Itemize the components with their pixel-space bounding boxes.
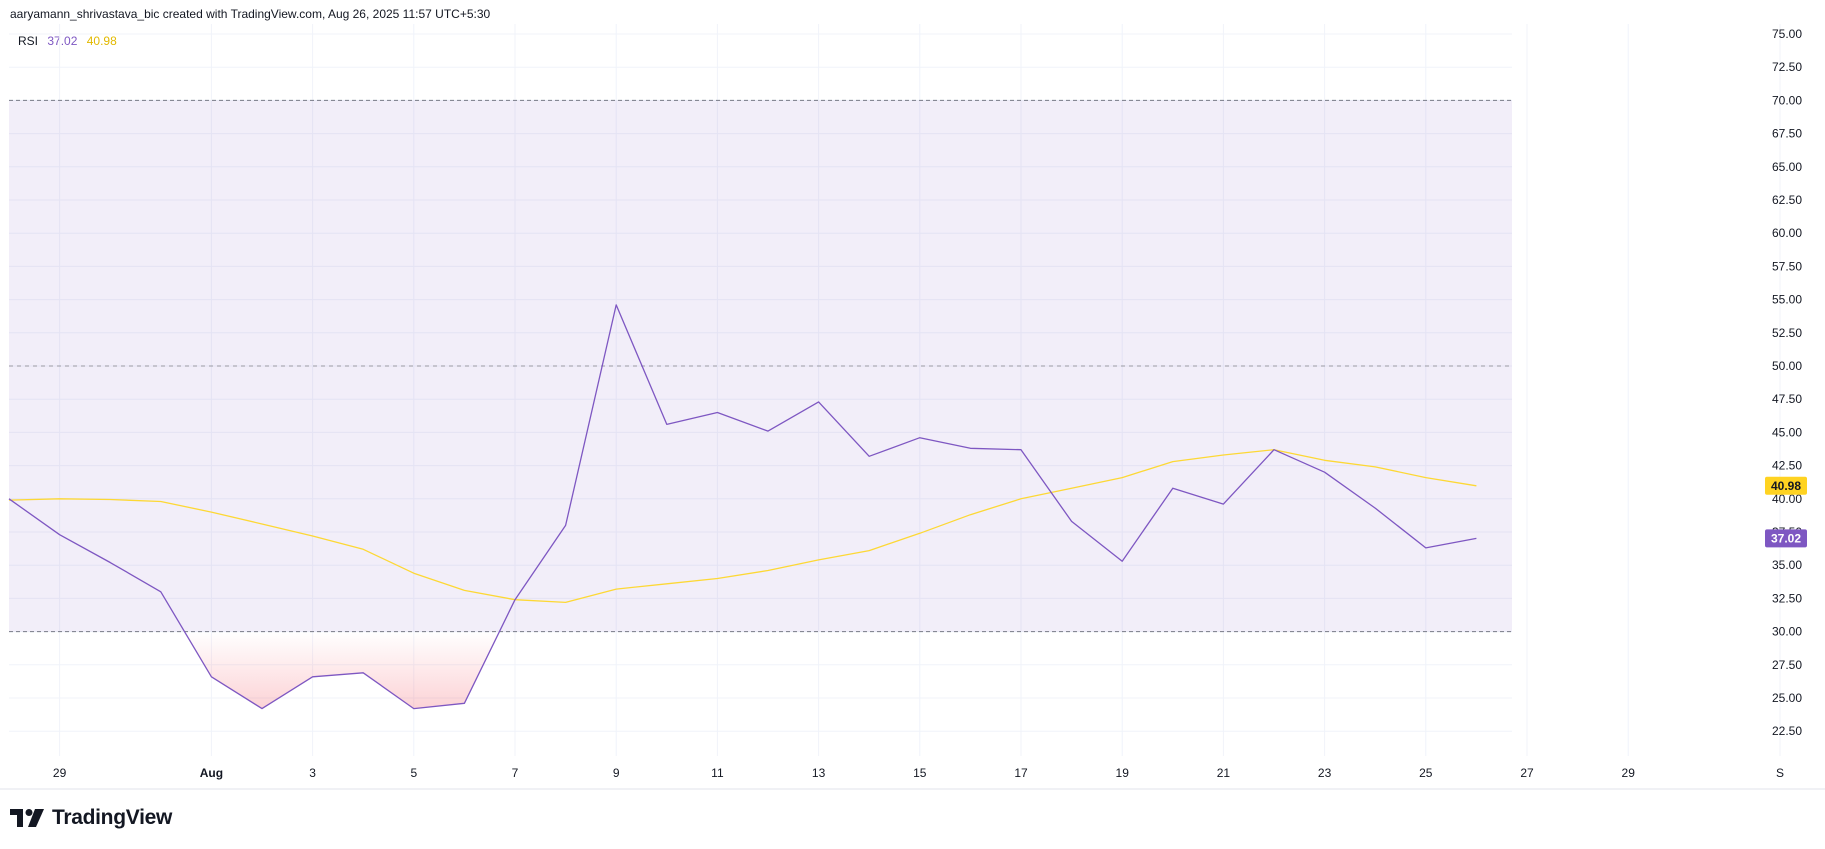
y-tick-label: 35.00 xyxy=(1772,558,1802,572)
x-tick-label: 21 xyxy=(1217,766,1231,780)
chart-attribution: aaryamann_shrivastava_bic created with T… xyxy=(10,7,491,21)
ma-price-badge: 40.98 xyxy=(1765,476,1807,495)
y-tick-label: 30.00 xyxy=(1772,625,1802,639)
x-tick-label: 19 xyxy=(1116,766,1130,780)
y-tick-label: 45.00 xyxy=(1772,425,1802,439)
tradingview-logo[interactable]: TradingView xyxy=(10,806,172,830)
rsi-line xyxy=(8,304,1477,710)
y-axis[interactable]: 22.5025.0027.5030.0032.5035.0037.5040.00… xyxy=(1513,24,1802,756)
x-tick-label: 15 xyxy=(913,766,927,780)
rsi-ma-line xyxy=(8,449,1477,604)
x-tick-label: 11 xyxy=(711,766,724,780)
x-tick-label: 3 xyxy=(309,766,316,780)
y-tick-label: 72.50 xyxy=(1772,60,1802,74)
x-tick-label: 7 xyxy=(512,766,519,780)
x-tick-label: 25 xyxy=(1419,766,1433,780)
rsi-legend[interactable]: RSI 37.02 40.98 xyxy=(18,34,123,48)
x-tick-label: 9 xyxy=(613,766,620,780)
y-tick-label: 50.00 xyxy=(1772,359,1802,373)
y-tick-label: 75.00 xyxy=(1772,27,1802,41)
y-tick-label: 42.50 xyxy=(1772,459,1802,473)
y-tick-label: 27.50 xyxy=(1772,658,1802,672)
rsi-legend-value: 37.02 xyxy=(47,34,78,48)
y-tick-label: 52.50 xyxy=(1772,326,1802,340)
y-tick-label: 60.00 xyxy=(1772,226,1802,240)
ma-legend-value: 40.98 xyxy=(86,34,117,48)
rsi-price-badge-text: 37.02 xyxy=(1771,531,1801,545)
x-tick-label: 17 xyxy=(1014,766,1028,780)
level-lines xyxy=(9,99,1512,633)
y-tick-label: 65.00 xyxy=(1772,160,1802,174)
x-tick-label: S xyxy=(1776,766,1784,780)
y-tick-label: 25.00 xyxy=(1772,691,1802,705)
x-tick-label: 29 xyxy=(1622,766,1636,780)
tradingview-logo-text: TradingView xyxy=(52,806,173,829)
x-tick-label: Aug xyxy=(200,766,223,780)
oversold-fill xyxy=(184,631,500,709)
y-tick-label: 40.00 xyxy=(1772,492,1802,506)
y-tick-label: 55.00 xyxy=(1772,293,1802,307)
x-axis[interactable]: 29 Aug 3 5 7 9 11 13 15 17 19 21 23 25 27 29 S xyxy=(53,766,1784,780)
y-tick-label: 57.50 xyxy=(1772,259,1802,273)
x-tick-label: 13 xyxy=(812,766,826,780)
x-tick-label: 5 xyxy=(410,766,417,780)
rsi-legend-name: RSI xyxy=(18,34,39,48)
y-tick-label: 32.50 xyxy=(1772,591,1802,605)
y-tick-label: 47.50 xyxy=(1772,392,1802,406)
chart-grid xyxy=(9,24,1781,756)
rsi-chart[interactable]: 22.5025.0027.5030.0032.5035.0037.5040.00… xyxy=(0,0,1825,800)
series-lines xyxy=(8,304,1477,710)
x-tick-label: 27 xyxy=(1520,766,1534,780)
rsi-price-badge: 37.02 xyxy=(1765,529,1807,548)
y-tick-label: 67.50 xyxy=(1772,127,1802,141)
x-tick-label: 23 xyxy=(1318,766,1332,780)
tradingview-logo-icon xyxy=(10,809,44,827)
x-tick-label: 29 xyxy=(53,766,67,780)
y-tick-label: 22.50 xyxy=(1772,724,1802,738)
ma-price-badge-text: 40.98 xyxy=(1771,479,1801,493)
price-badges: 40.98 37.02 xyxy=(1765,476,1807,548)
y-tick-label: 62.50 xyxy=(1772,193,1802,207)
oversold-region xyxy=(184,631,500,709)
y-tick-label: 70.00 xyxy=(1772,93,1802,107)
